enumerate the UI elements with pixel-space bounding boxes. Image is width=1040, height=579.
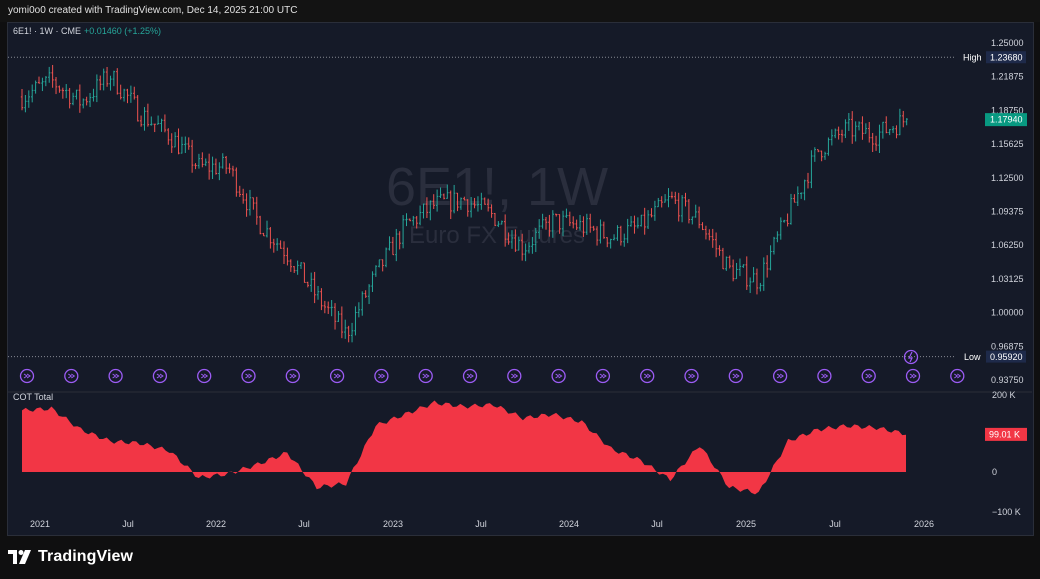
low-label: Low — [964, 352, 981, 362]
low-value: 0.95920 — [990, 352, 1023, 362]
cot-last-value: 99.01 K — [989, 429, 1020, 439]
time-axis-label: Jul — [651, 519, 663, 529]
event-marker-arrow-icon — [688, 373, 696, 379]
low-value-bg — [986, 350, 1026, 363]
event-marker-arrow-icon — [954, 373, 962, 379]
brand-text: TradingView — [38, 548, 134, 565]
event-marker-icon[interactable] — [19, 368, 35, 384]
event-marker-icon[interactable] — [817, 368, 832, 384]
event-marker-icon[interactable] — [551, 368, 566, 384]
high-tag-bg — [958, 51, 986, 64]
last-price-value: 1.17940 — [990, 115, 1023, 125]
event-marker-icon[interactable] — [418, 368, 433, 384]
cot-axis-zero: 0 — [992, 467, 997, 477]
event-marker-icon[interactable] — [64, 368, 79, 384]
event-marker-arrow-icon — [643, 373, 652, 379]
event-marker-icon[interactable] — [640, 368, 655, 384]
price-tick-label: 1.09375 — [991, 207, 1024, 217]
price-tick-label: 1.21875 — [991, 72, 1024, 82]
event-marker-icon[interactable] — [861, 368, 876, 384]
event-marker-icon[interactable] — [462, 368, 478, 384]
price-tick-label: 1.00000 — [991, 308, 1024, 318]
time-axis-label: 2024 — [559, 519, 579, 529]
time-axis-label: 2021 — [30, 519, 50, 529]
cot-area — [22, 400, 906, 495]
event-marker-arrow-icon — [776, 373, 785, 379]
event-marker-arrow-icon — [23, 373, 31, 379]
symbol-title: 6E1! · 1W · CME — [13, 26, 81, 36]
event-marker-icon[interactable] — [329, 368, 345, 384]
event-marker-arrow-icon — [200, 373, 209, 379]
event-marker-arrow-icon — [466, 373, 474, 379]
time-axis-label: 2025 — [736, 519, 756, 529]
event-marker-icon[interactable] — [241, 368, 256, 384]
event-marker-arrow-icon — [289, 373, 297, 379]
price-tick-label: 1.06250 — [991, 240, 1024, 250]
tradingview-footer[interactable]: TradingView — [8, 546, 133, 568]
event-marker-arrow-icon — [422, 373, 430, 379]
flash-bolt-icon — [908, 351, 913, 363]
event-marker-arrow-icon — [378, 373, 386, 379]
high-value-bg — [986, 51, 1026, 64]
event-marker-icon[interactable] — [285, 368, 300, 384]
event-marker-icon[interactable] — [684, 368, 699, 384]
event-marker-arrow-icon — [821, 373, 829, 379]
time-axis-label: 2023 — [383, 519, 403, 529]
created-text: yomi0o0 created with TradingView.com, De… — [8, 5, 298, 16]
tradingview-logo-icon — [8, 550, 31, 564]
event-marker-arrow-icon — [555, 373, 563, 379]
price-tick-label: 1.12500 — [991, 173, 1024, 183]
event-marker-icon[interactable] — [108, 368, 123, 384]
event-marker-arrow-icon — [68, 373, 76, 379]
event-marker-arrow-icon — [865, 373, 873, 379]
price-tick-label: 1.25000 — [991, 38, 1024, 48]
time-axis-label: Jul — [829, 519, 841, 529]
cot-axis-bottom: −100 K — [992, 507, 1021, 517]
time-axis-label: 2026 — [914, 519, 934, 529]
cot-last-bg — [985, 427, 1027, 441]
event-marker-arrow-icon — [599, 373, 607, 379]
top-bar: yomi0o0 created with TradingView.com, De… — [0, 0, 1040, 22]
last-price-bg — [985, 113, 1027, 127]
event-marker-icon[interactable] — [197, 368, 212, 384]
event-marker-arrow-icon — [511, 373, 519, 379]
event-marker-arrow-icon — [112, 373, 120, 379]
price-tick-label: 1.03125 — [991, 274, 1024, 284]
watermark-title: 6E1!, 1W — [386, 157, 608, 217]
watermark-subtitle: Euro FX Futures — [409, 222, 585, 249]
high-value: 1.23680 — [990, 53, 1023, 63]
event-marker-icon[interactable] — [905, 368, 921, 384]
price-tick-label: 1.15625 — [991, 139, 1024, 149]
event-marker-arrow-icon — [732, 373, 740, 379]
symbol-change: +0.01460 (+1.25%) — [84, 26, 161, 36]
price-tick-label: 0.93750 — [991, 375, 1024, 385]
time-axis-label: Jul — [475, 519, 487, 529]
event-marker-icon[interactable] — [950, 368, 965, 384]
event-marker-icon[interactable] — [728, 368, 743, 384]
high-label: High — [963, 53, 982, 63]
price-tick-label: 1.18750 — [991, 105, 1024, 115]
time-axis-label: 2022 — [206, 519, 226, 529]
event-marker-arrow-icon — [156, 373, 164, 379]
cot-axis-top: 200 K — [992, 390, 1016, 400]
cot-title: COT Total — [13, 392, 53, 402]
time-axis-label: Jul — [298, 519, 310, 529]
flash-marker-icon[interactable] — [903, 349, 919, 365]
event-marker-icon[interactable] — [374, 368, 389, 384]
event-marker-icon[interactable] — [152, 368, 168, 384]
event-marker-icon[interactable] — [507, 368, 522, 384]
event-marker-arrow-icon — [909, 373, 917, 379]
price-tick-label: 0.96875 — [991, 341, 1024, 351]
event-marker-arrow-icon — [245, 373, 253, 379]
time-axis-label: Jul — [122, 519, 134, 529]
event-marker-icon[interactable] — [772, 368, 788, 384]
event-marker-arrow-icon — [333, 373, 342, 379]
event-marker-icon[interactable] — [595, 368, 611, 384]
